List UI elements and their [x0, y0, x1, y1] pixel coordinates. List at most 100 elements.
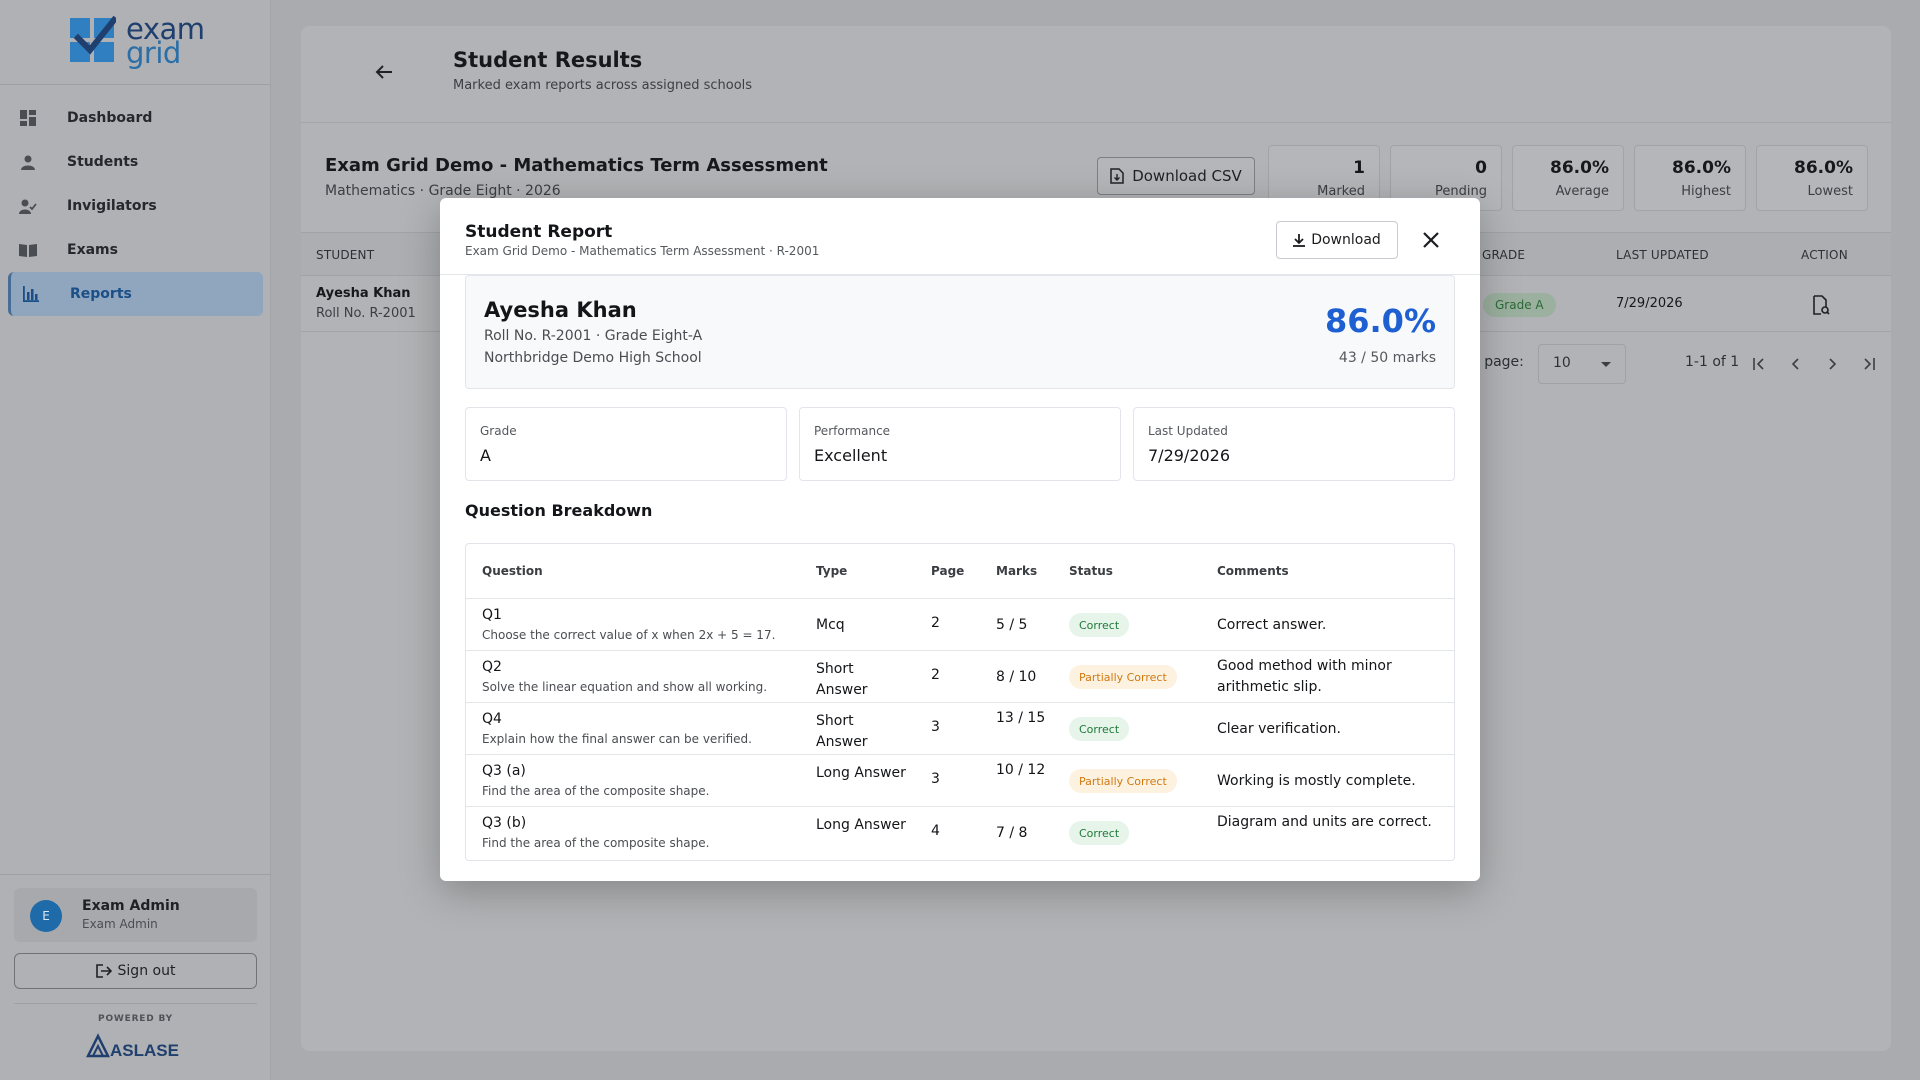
column-header-type: Type — [816, 564, 848, 578]
info-value: A — [480, 446, 491, 465]
user-card: E Exam Admin Exam Admin — [14, 888, 257, 942]
sign-out-button[interactable]: Sign out — [14, 953, 257, 989]
column-header-question: Question — [482, 564, 543, 578]
student-school: Northbridge Demo High School — [484, 350, 702, 366]
sidebar-item-students[interactable]: Students — [8, 140, 263, 184]
powered-by-label: POWERED BY — [98, 1014, 173, 1024]
question-id: Q3 (a) — [482, 763, 526, 779]
question-page: 2 — [931, 667, 940, 683]
last-page-icon — [1864, 358, 1875, 370]
sidebar-item-reports[interactable]: Reports — [8, 272, 263, 316]
sign-out-icon — [95, 964, 112, 978]
dialog-subtitle: Exam Grid Demo - Mathematics Term Assess… — [465, 244, 820, 258]
question-id: Q4 — [482, 711, 502, 727]
column-header-last-updated[interactable]: LAST UPDATED — [1616, 248, 1709, 262]
question-marks: 7 / 8 — [996, 825, 1028, 841]
table-row: Q1 Choose the correct value of x when 2x… — [466, 599, 1454, 651]
sidebar: exam grid Dashboard Students Invigilator… — [0, 0, 271, 1080]
dialog-title: Student Report — [465, 222, 613, 242]
sidebar-item-exams[interactable]: Exams — [8, 228, 263, 272]
stat-value: 0 — [1475, 158, 1487, 178]
download-csv-button[interactable]: Download CSV — [1097, 157, 1255, 195]
rows-per-page-select[interactable]: 10 — [1538, 344, 1626, 384]
student-report-dialog: Student Report Exam Grid Demo - Mathemat… — [440, 198, 1480, 881]
info-value: Excellent — [814, 446, 888, 465]
sidebar-item-label: Reports — [70, 286, 132, 302]
info-performance: Performance Excellent — [799, 407, 1121, 481]
avatar: E — [30, 900, 62, 932]
student-roll-grade: Roll No. R-2001 · Grade Eight-A — [484, 328, 703, 344]
chevron-left-icon — [1791, 358, 1799, 370]
prev-page-button[interactable] — [1784, 352, 1808, 376]
exam-title: Exam Grid Demo - Mathematics Term Assess… — [325, 155, 828, 176]
question-type: Long Answer — [816, 765, 906, 781]
student-summary-card: Ayesha Khan Roll No. R-2001 · Grade Eigh… — [465, 275, 1455, 389]
download-icon — [1293, 233, 1306, 247]
sidebar-item-label: Students — [67, 154, 139, 170]
table-row: Q3 (b) Find the area of the composite sh… — [466, 807, 1454, 859]
sidebar-nav: Dashboard Students Invigilators Exams Re… — [8, 96, 263, 316]
download-report-button[interactable]: Download — [1276, 221, 1398, 259]
question-id: Q1 — [482, 607, 502, 623]
question-type: Short Answer — [816, 661, 868, 698]
question-comment: Working is mostly complete. — [1217, 773, 1416, 789]
sidebar-item-invigilators[interactable]: Invigilators — [8, 184, 263, 228]
stat-label: Average — [1555, 184, 1609, 199]
sidebar-footer-divider — [14, 1003, 257, 1004]
column-header-comments: Comments — [1217, 564, 1289, 578]
stat-label: Marked — [1317, 184, 1365, 199]
back-arrow-icon[interactable] — [372, 60, 396, 84]
next-page-button[interactable] — [1820, 352, 1844, 376]
question-comment: Clear verification. — [1217, 721, 1341, 737]
user-name: Exam Admin — [82, 898, 180, 914]
question-page: 2 — [931, 615, 940, 631]
invigilators-icon — [18, 196, 38, 216]
table-row: Q4 Explain how the final answer can be v… — [466, 703, 1454, 755]
page-title: Student Results — [453, 48, 643, 72]
close-icon[interactable] — [1420, 229, 1442, 251]
last-page-button[interactable] — [1856, 352, 1880, 376]
download-label: Download — [1311, 232, 1381, 248]
status-badge: Partially Correct — [1069, 665, 1177, 689]
stat-label: Highest — [1681, 184, 1731, 199]
column-header-action: ACTION — [1801, 248, 1848, 262]
stat-value: 86.0% — [1672, 158, 1731, 178]
table-row: Q2 Solve the linear equation and show al… — [466, 651, 1454, 703]
question-id: Q3 (b) — [482, 815, 527, 831]
row-student-name: Ayesha Khan — [316, 286, 411, 301]
table-header-divider — [466, 598, 1454, 599]
view-report-icon[interactable] — [1811, 295, 1831, 315]
sidebar-item-label: Invigilators — [67, 198, 157, 214]
column-header-grade[interactable]: GRADE — [1482, 248, 1526, 262]
grade-badge: Grade A — [1483, 293, 1556, 317]
examgrid-logo[interactable]: exam grid — [70, 14, 215, 71]
row-student-roll: Roll No. R-2001 — [316, 306, 416, 321]
info-label: Last Updated — [1148, 424, 1228, 438]
sidebar-item-dashboard[interactable]: Dashboard — [8, 96, 263, 140]
sidebar-footer-divider — [0, 874, 271, 875]
question-marks: 8 / 10 — [996, 669, 1037, 685]
column-header-student[interactable]: STUDENT — [316, 248, 375, 262]
first-page-button[interactable] — [1748, 352, 1772, 376]
rows-per-page-value: 10 — [1553, 355, 1571, 371]
status-badge: Partially Correct — [1069, 769, 1177, 793]
student-marks: 43 / 50 marks — [1338, 350, 1436, 366]
question-text: Find the area of the composite shape. — [482, 836, 710, 850]
status-badge: Correct — [1069, 613, 1130, 637]
row-last-updated: 7/29/2026 — [1616, 296, 1683, 311]
rows-per-page-label: r page: — [1474, 354, 1524, 370]
column-header-status: Status — [1069, 564, 1113, 578]
stat-value: 86.0% — [1550, 158, 1609, 178]
question-page: 3 — [931, 719, 940, 735]
student-name: Ayesha Khan — [484, 298, 637, 322]
sign-out-label: Sign out — [117, 963, 176, 979]
question-type: Mcq — [816, 617, 845, 633]
dialog-header-divider — [440, 274, 1480, 275]
partner-name: ASLASE — [110, 1041, 179, 1060]
question-type: Long Answer — [816, 817, 906, 833]
first-page-icon — [1753, 358, 1764, 370]
sidebar-item-label: Exams — [67, 242, 118, 258]
question-marks: 10 / 12 — [996, 762, 1046, 778]
reports-icon — [21, 284, 41, 304]
stat-highest: 86.0% Highest — [1634, 145, 1746, 211]
